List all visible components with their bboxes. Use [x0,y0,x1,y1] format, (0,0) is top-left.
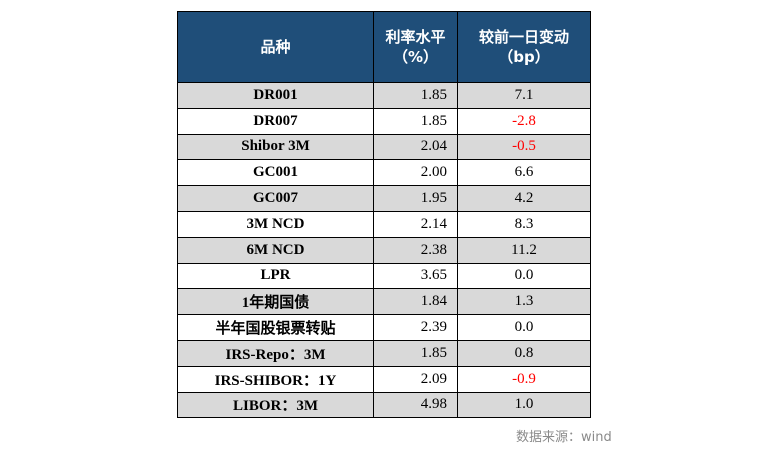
rate-cell: 1.85 [373,339,458,367]
rates-table: 品种 利率水平 （%） 较前一日变动 （bp） DR001 1.85 7.1 DR00… [177,11,591,419]
table-row: 1年期国债 1.84 1.3 [177,288,591,316]
variety-cell: 6M NCD [177,236,374,264]
variety-cell: GC007 [177,185,374,212]
table-row: 3M NCD 2.14 8.3 [177,210,591,238]
table-row: DR001 1.85 7.1 [177,82,591,109]
change-cell: 0.0 [457,314,591,341]
change-cell: 0.0 [457,262,591,290]
change-cell: -0.9 [457,365,591,393]
change-cell: 7.1 [457,82,591,109]
variety-cell: GC001 [177,159,374,187]
table-row: GC001 2.00 6.6 [177,159,591,187]
variety-cell: 半年国股银票转贴 [177,314,374,341]
header-change: 较前一日变动 （bp） [457,11,591,83]
rate-cell: 1.84 [373,288,458,316]
table-row: IRS-SHIBOR：1Y 2.09 -0.9 [177,365,591,393]
variety-cell: DR007 [177,107,374,135]
change-cell: 8.3 [457,210,591,238]
rate-cell: 1.85 [373,82,458,109]
rate-cell: 2.04 [373,133,458,161]
rate-cell: 3.65 [373,262,458,290]
variety-cell: DR001 [177,82,374,109]
rate-cell: 2.14 [373,210,458,238]
header-variety: 品种 [177,11,374,83]
rate-cell: 2.39 [373,314,458,341]
header-row: 品种 利率水平 （%） 较前一日变动 （bp） [177,11,591,83]
rate-cell: 1.95 [373,185,458,212]
change-cell: -2.8 [457,107,591,135]
change-cell: -0.5 [457,133,591,161]
rate-cell: 2.00 [373,159,458,187]
change-cell: 1.0 [457,391,591,419]
change-cell: 6.6 [457,159,591,187]
variety-cell: LPR [177,262,374,290]
change-cell: 4.2 [457,185,591,212]
change-cell: 1.3 [457,288,591,316]
change-cell: 0.8 [457,339,591,367]
rate-cell: 4.98 [373,391,458,419]
table-row: GC007 1.95 4.2 [177,185,591,212]
rate-cell: 2.38 [373,236,458,264]
variety-cell: Shibor 3M [177,133,374,161]
table-row: LPR 3.65 0.0 [177,262,591,290]
change-cell: 11.2 [457,236,591,264]
variety-cell: IRS-Repo：3M [177,339,374,367]
variety-cell: 3M NCD [177,210,374,238]
header-rate: 利率水平 （%） [373,11,458,83]
table-row: LIBOR：3M 4.98 1.0 [177,391,591,419]
data-source-note: 数据来源：wind [516,430,612,445]
variety-cell: IRS-SHIBOR：1Y [177,365,374,393]
rate-cell: 1.85 [373,107,458,135]
variety-cell: 1年期国债 [177,288,374,316]
table-row: Shibor 3M 2.04 -0.5 [177,133,591,161]
table-row: IRS-Repo：3M 1.85 0.8 [177,339,591,367]
rate-cell: 2.09 [373,365,458,393]
variety-cell: LIBOR：3M [177,391,374,419]
table-row: DR007 1.85 -2.8 [177,107,591,135]
table-row: 6M NCD 2.38 11.2 [177,236,591,264]
table-row: 半年国股银票转贴 2.39 0.0 [177,314,591,341]
